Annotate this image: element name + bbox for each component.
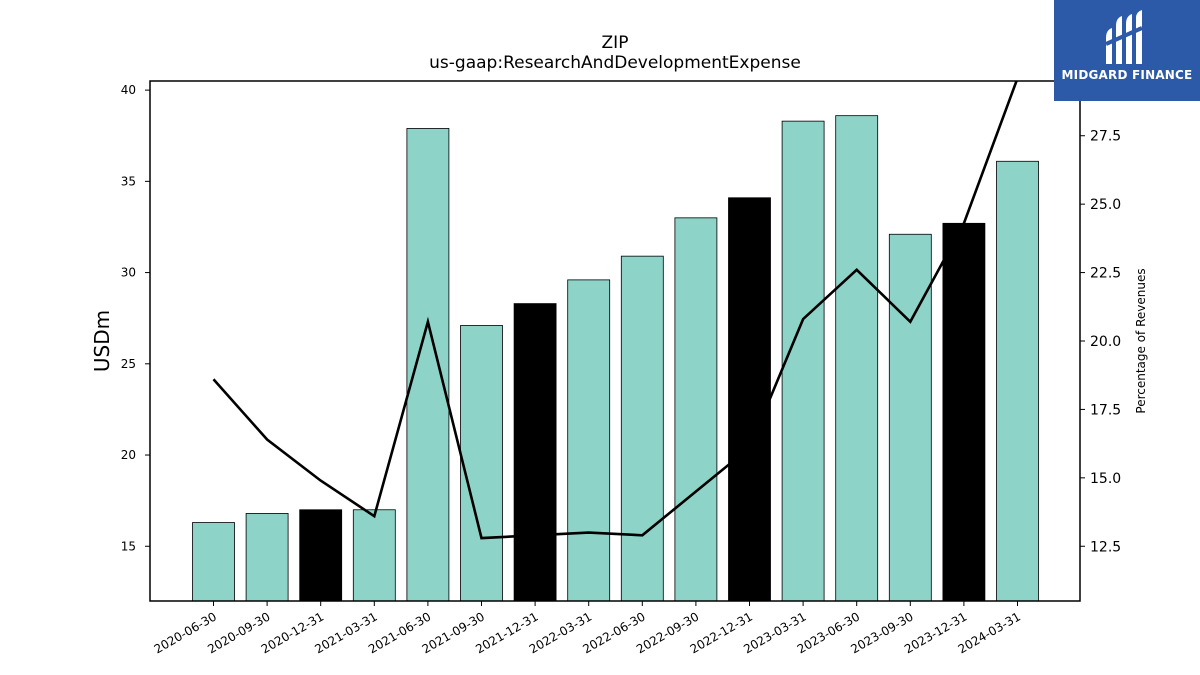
x-axis: 2020-06-302020-09-302020-12-312021-03-31… xyxy=(152,601,1023,656)
logo-mark-icon xyxy=(1105,10,1143,64)
bar-2022-03-31 xyxy=(567,279,611,602)
y-tick-label-right: 20.0 xyxy=(1090,334,1121,350)
bar-2023-03-31 xyxy=(781,120,825,602)
y-tick-label-right: 15.0 xyxy=(1090,471,1121,487)
bar-2021-12-31 xyxy=(513,303,557,602)
bar-2020-09-30 xyxy=(245,513,289,602)
bar-2022-06-30 xyxy=(620,255,664,602)
chart-title: ZIP xyxy=(602,33,629,53)
y-tick-label-right: 12.5 xyxy=(1090,539,1121,555)
percentage-line xyxy=(212,81,1018,540)
y-tick-label: 15 xyxy=(121,539,136,553)
y-tick-label-right: 22.5 xyxy=(1090,266,1121,282)
bar-2020-06-30 xyxy=(192,522,235,602)
left-axis: 15 20 25 30 35 40 xyxy=(121,83,150,553)
y-axis-label-right: Percentage of Revenues xyxy=(1134,268,1148,413)
y-tick-label-right: 27.5 xyxy=(1090,129,1121,145)
chart-subtitle: us-gaap:ResearchAndDevelopmentExpense xyxy=(429,53,801,73)
y-tick-label: 30 xyxy=(121,266,136,280)
bar-2023-12-31 xyxy=(942,222,986,602)
bar-2021-03-31 xyxy=(352,509,396,602)
line-layer xyxy=(212,81,1018,540)
plot-frame xyxy=(149,80,1081,602)
bar-2021-09-30 xyxy=(460,325,503,602)
bar-2022-09-30 xyxy=(674,217,718,602)
y-tick-label-right: 17.5 xyxy=(1090,402,1121,418)
bar-2023-09-30 xyxy=(888,233,932,602)
bar-2024-03-31 xyxy=(996,160,1039,602)
y-tick-label: 25 xyxy=(121,357,136,371)
y-tick-label-right: 25.0 xyxy=(1090,197,1121,213)
brand-logo: MIDGARD FINANCE xyxy=(1054,0,1200,101)
logo-text: MIDGARD FINANCE xyxy=(1061,68,1193,82)
bar-2022-12-31 xyxy=(728,197,771,602)
y-tick-label: 35 xyxy=(121,174,136,188)
bars xyxy=(192,115,1039,602)
right-axis: 12.5 15.0 17.5 20.0 22.5 25.0 27.5 xyxy=(1080,129,1121,555)
bar-2021-06-30 xyxy=(406,128,450,602)
bar-2023-06-30 xyxy=(835,115,879,602)
y-tick-label: 40 xyxy=(121,83,136,97)
y-axis-label: USDm xyxy=(90,310,114,372)
y-tick-label: 20 xyxy=(121,448,136,462)
bar-2020-12-31 xyxy=(299,509,343,602)
